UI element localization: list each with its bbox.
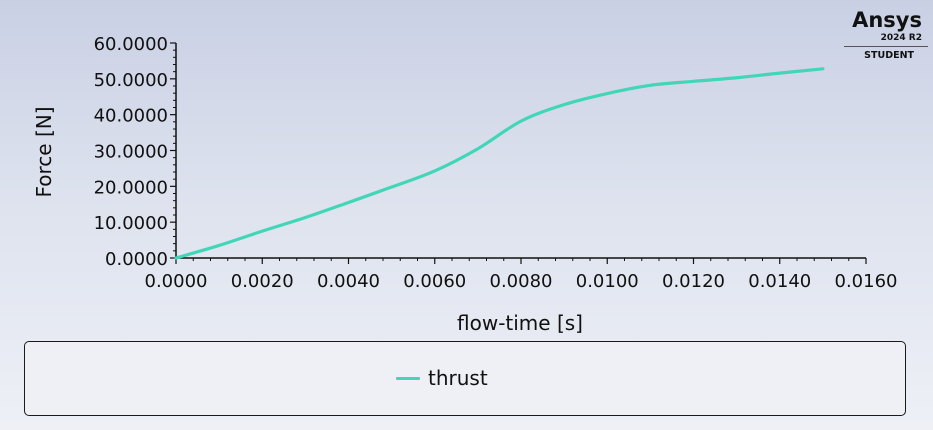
brand-name: Ansys [852, 8, 922, 32]
x-tick-label: 0.0100 [576, 271, 639, 292]
brand-edition: STUDENT [864, 50, 914, 61]
y-tick-label: 0.0000 [105, 249, 168, 270]
y-axis-title: Force [N] [32, 106, 56, 197]
brand-divider [844, 46, 928, 47]
x-tick-label: 0.0140 [748, 271, 811, 292]
x-tick-label: 0.0060 [403, 271, 466, 292]
x-tick-label: 0.0080 [490, 271, 553, 292]
x-tick-label: 0.0020 [231, 271, 294, 292]
y-tick-label: 50.0000 [94, 70, 168, 91]
legend-label: thrust [428, 366, 488, 390]
axis-ticks [170, 42, 867, 264]
x-tick-label: 0.0040 [317, 271, 380, 292]
axis-tick-labels: 0.0000 0.0020 0.0040 0.0060 0.0080 0.0100 0.01… [94, 34, 898, 292]
y-tick-label: 40.0000 [94, 106, 168, 127]
x-axis-title: flow-time [s] [457, 311, 583, 335]
brand-version: 2024 R2 [880, 33, 922, 43]
y-tick-label: 30.0000 [94, 142, 168, 163]
y-tick-label: 20.0000 [94, 177, 168, 198]
thrust-chart: 0.0000 0.0020 0.0040 0.0060 0.0080 0.0100 0.01… [32, 34, 898, 335]
y-tick-label: 10.0000 [94, 213, 168, 234]
series-line-thrust [174, 67, 825, 260]
x-tick-label: 0.0120 [662, 271, 725, 292]
x-tick-label: 0.0000 [145, 271, 208, 292]
series-layer [174, 67, 825, 260]
y-tick-label: 60.0000 [94, 34, 168, 55]
legend-swatch [396, 376, 420, 380]
x-tick-label: 0.0160 [835, 271, 898, 292]
legend: thrust [24, 341, 906, 416]
legend-item-thrust[interactable]: thrust [396, 366, 488, 390]
ansys-logo: Ansys 2024 R2 STUDENT [830, 8, 928, 62]
